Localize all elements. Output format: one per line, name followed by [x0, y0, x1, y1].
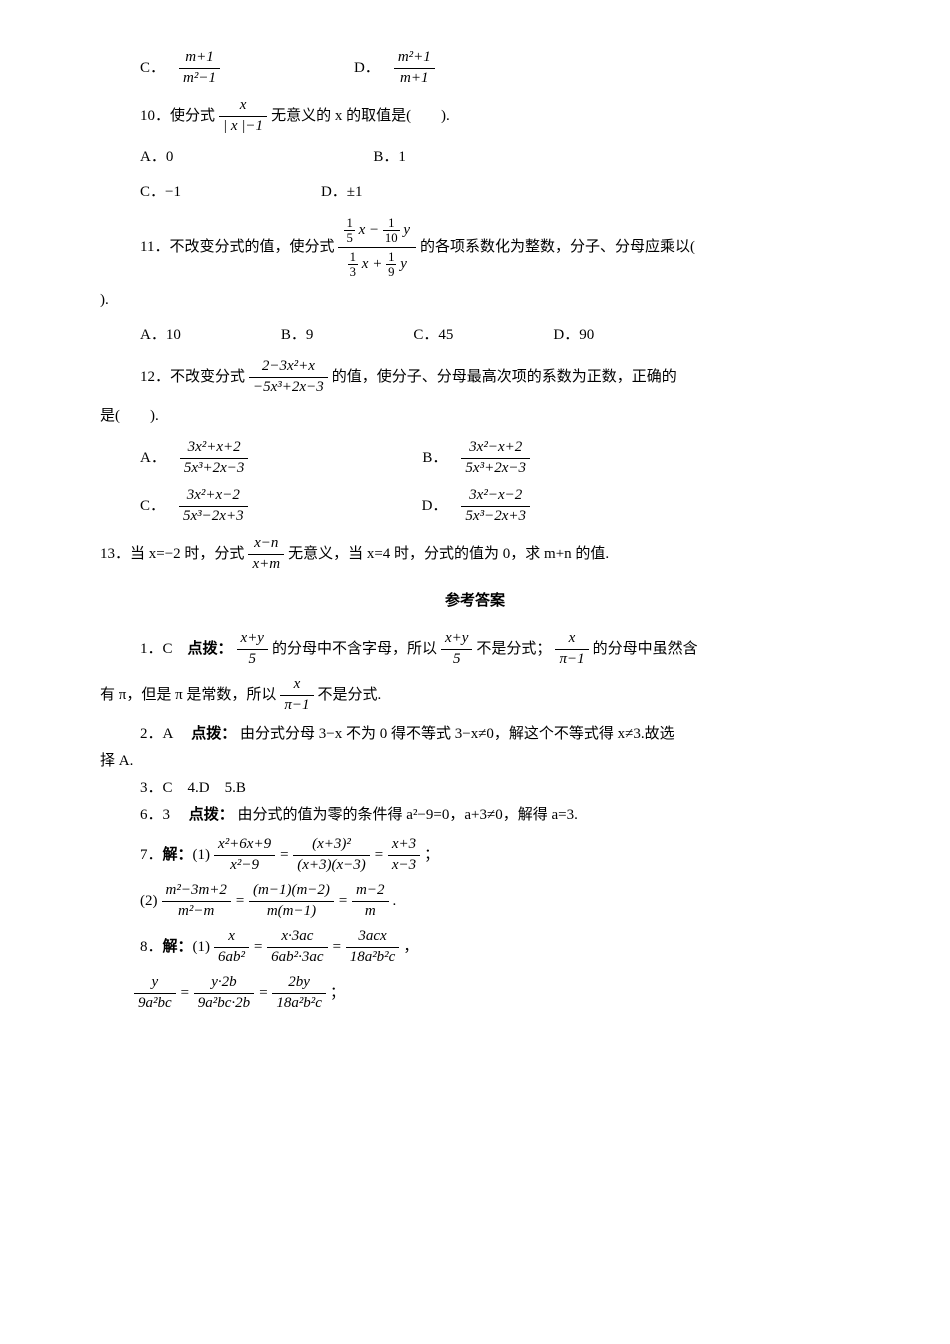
opt-label: C． [140, 55, 165, 82]
q11-option-a: A．10 [140, 322, 181, 349]
q9-option-c: C． m+1 m²−1 [140, 48, 224, 88]
answer-2-line1: 2．A 点拨： 由分式分母 3−x 不为 0 得不等式 3−x≠0，解这个不等式… [100, 721, 850, 748]
q9-options-cd: C． m+1 m²−1 D． m²+1 m+1 [100, 48, 850, 88]
answer-1-line1: 1．C 点拨： x+y 5 的分母中不含字母，所以 x+y 5 不是分式； x … [100, 629, 850, 669]
q11-option-c: C．45 [413, 322, 453, 349]
answer-1-line2: 有 π，但是 π 是常数，所以 x π−1 不是分式. [100, 675, 850, 715]
answer-2-line2: 择 A. [100, 748, 850, 775]
fraction: m+1 m²−1 [179, 48, 220, 88]
nested-fraction: 15 x − 110 y 13 x + 19 y [338, 214, 416, 281]
fraction: 2−3x²+x −5x³+2x−3 [249, 357, 328, 397]
q12-option-c: C． 3x²+x−2 5x³−2x+3 [140, 486, 252, 526]
q-number: 13． [100, 541, 130, 568]
solution-label: 解： [163, 934, 193, 961]
fraction: m²+1 m+1 [394, 48, 435, 88]
q11-options: A．10 B．9 C．45 D．90 [100, 322, 850, 349]
q10-option-d: D．±1 [321, 179, 363, 206]
answer-7-part1: 7． 解： (1) x²+6x+9x²−9 = (x+3)²(x+3)(x−3)… [100, 835, 850, 875]
hint-label: 点拨： [191, 726, 236, 742]
opt-label: D． [354, 55, 380, 82]
hint-label: 点拨： [189, 807, 234, 823]
q12-options-ab: A． 3x²+x+2 5x³+2x−3 B． 3x²−x+2 5x³+2x−3 [100, 438, 850, 478]
answer-8-part2: y9a²bc = y·2b9a²bc·2b = 2by18a²b²c ； [100, 973, 850, 1013]
q-number: 11． [140, 234, 169, 261]
answer-7-part2: (2) m²−3m+2m²−m = (m−1)(m−2)m(m−1) = m−2… [100, 881, 850, 921]
q10-stem: 10． 使分式 x | x |−1 无意义的 x 的取值是( ). [100, 96, 850, 136]
q10-options-cd: C．−1 D．±1 [100, 179, 850, 206]
q9-option-d: D． m²+1 m+1 [354, 48, 439, 88]
hint-label: 点拨： [188, 636, 233, 663]
q13: 13． 当 x=−2 时，分式 x−n x+m 无意义，当 x=4 时，分式的值… [100, 534, 850, 574]
q12-stem: 12． 不改变分式 2−3x²+x −5x³+2x−3 的值，使分子、分母最高次… [100, 357, 850, 397]
q10-options-ab: A．0 B．1 [100, 144, 850, 171]
q12-option-a: A． 3x²+x+2 5x³+2x−3 [140, 438, 252, 478]
q12-option-d: D． 3x²−x−2 5x³−2x+3 [422, 486, 534, 526]
q10-option-b: B．1 [373, 144, 406, 171]
answer-8-part1: 8． 解： (1) x6ab² = x·3ac6ab²·3ac = 3acx18… [100, 927, 850, 967]
q11-option-d: D．90 [553, 322, 594, 349]
q12-options-cd: C． 3x²+x−2 5x³−2x+3 D． 3x²−x−2 5x³−2x+3 [100, 486, 850, 526]
q11-tail: ). [100, 287, 850, 314]
solution-label: 解： [163, 842, 193, 869]
q10-option-a: A．0 [140, 144, 173, 171]
fraction: x | x |−1 [219, 96, 267, 136]
q-number: 12． [140, 364, 170, 391]
q12-option-b: B． 3x²−x+2 5x³+2x−3 [422, 438, 534, 478]
answer-6: 6．3 点拨： 由分式的值为零的条件得 a²−9=0，a+3≠0，解得 a=3. [100, 802, 850, 829]
q11-stem: 11． 不改变分式的值，使分式 15 x − 110 y 13 x + 19 y… [100, 214, 850, 281]
fraction: x−n x+m [248, 534, 284, 574]
outer-num: 15 x − 110 y [338, 214, 416, 248]
outer-den: 13 x + 19 y [338, 248, 416, 281]
q10-option-c: C．−1 [140, 179, 181, 206]
q-number: 10． [140, 103, 170, 130]
answers-title: 参考答案 [100, 588, 850, 615]
q11-option-b: B．9 [281, 322, 314, 349]
answer-3-4-5: 3．C 4.D 5.B [100, 775, 850, 802]
q12-tail: 是( ). [100, 403, 850, 430]
